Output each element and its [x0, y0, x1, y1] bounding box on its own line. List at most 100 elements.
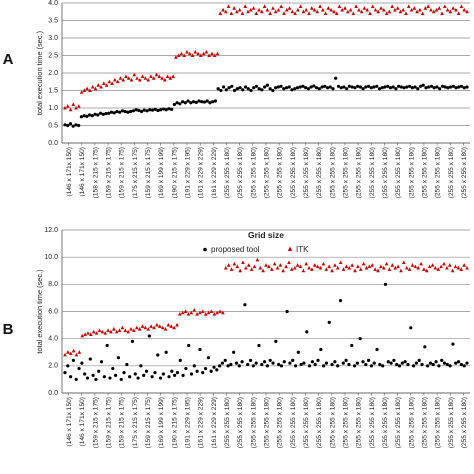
- data-point: [296, 350, 300, 354]
- data-point: [375, 347, 379, 352]
- data-point: [416, 265, 420, 270]
- chart-panel-B: B 0.0 2.0 4.0 6.0 8.0 10.0 12.0 total execution …: [3, 227, 470, 448]
- data-point: [139, 109, 144, 114]
- x-tick-label: (255 x 255 x 180): [382, 147, 389, 198]
- data-point: [344, 358, 348, 362]
- data-point: [185, 49, 189, 54]
- data-point: [330, 268, 334, 273]
- data-point: [420, 362, 424, 367]
- data-point: [203, 312, 208, 316]
- data-point: [279, 4, 284, 8]
- data-point: [448, 85, 453, 89]
- data-point: [265, 7, 270, 12]
- data-point: [258, 265, 263, 270]
- data-point: [126, 76, 131, 80]
- data-point: [97, 369, 101, 373]
- data-point: [445, 265, 449, 270]
- data-point: [465, 361, 469, 365]
- data-point: [172, 325, 176, 330]
- data-point: [362, 6, 367, 10]
- data-point: [71, 358, 76, 362]
- data-point: [454, 7, 458, 12]
- data-point: [423, 345, 427, 349]
- data-point: [171, 74, 175, 78]
- data-point: [260, 88, 264, 92]
- data-point: [83, 332, 87, 337]
- data-point: [429, 84, 434, 88]
- y-tick-label: 2.5: [48, 52, 58, 59]
- data-point: [157, 324, 162, 328]
- data-point: [350, 343, 354, 348]
- data-point: [176, 53, 181, 57]
- data-point: [419, 261, 423, 266]
- data-point: [361, 360, 365, 364]
- data-point: [104, 112, 108, 116]
- x-tick-label: (255 x 255 x 180): [290, 147, 297, 198]
- data-point: [223, 358, 227, 362]
- data-point: [397, 364, 402, 368]
- data-point: [342, 85, 346, 89]
- data-point: [265, 83, 269, 87]
- data-point: [456, 265, 461, 270]
- data-point: [252, 86, 256, 90]
- data-point: [384, 261, 389, 266]
- data-point: [149, 74, 153, 78]
- data-point: [224, 9, 228, 14]
- data-point: [273, 9, 278, 14]
- data-point: [377, 87, 382, 91]
- data-point: [338, 260, 343, 265]
- data-point: [204, 49, 209, 54]
- data-point: [126, 110, 130, 114]
- data-point: [74, 352, 79, 357]
- data-point: [209, 309, 214, 313]
- data-point: [284, 264, 288, 269]
- data-point: [219, 88, 223, 93]
- data-point: [395, 362, 399, 367]
- data-point: [167, 375, 171, 379]
- x-tick-label: (255 x 255 x 180): [250, 397, 257, 448]
- data-point: [241, 88, 245, 92]
- data-point: [278, 263, 283, 267]
- data-point: [251, 6, 256, 10]
- data-point: [368, 11, 372, 15]
- data-point: [326, 6, 331, 10]
- data-point: [153, 371, 157, 375]
- data-point: [106, 328, 110, 332]
- data-point: [193, 49, 198, 54]
- data-point: [407, 84, 412, 88]
- series-proposed-tool: [63, 76, 469, 128]
- x-tick-label: (255 x 255 x 180): [395, 147, 402, 198]
- data-point: [457, 85, 461, 89]
- data-point: [265, 364, 270, 368]
- data-point: [105, 343, 109, 348]
- x-tick-label: (255 x 255 x 180): [448, 397, 455, 448]
- data-point: [344, 264, 349, 269]
- data-point: [82, 114, 86, 118]
- data-point: [465, 85, 469, 89]
- data-point: [83, 372, 87, 376]
- data-point: [353, 86, 357, 90]
- data-point: [210, 51, 214, 56]
- data-point: [314, 86, 319, 90]
- data-point: [142, 373, 146, 377]
- x-tick-label: (255 x 255 x 180): [342, 397, 349, 448]
- x-tick-label: (190 x 215 x 175): [171, 397, 178, 448]
- data-point: [139, 364, 143, 368]
- data-point: [376, 9, 381, 14]
- data-point: [299, 362, 303, 367]
- data-point: [241, 260, 245, 265]
- data-point: [157, 74, 162, 78]
- data-point: [427, 85, 431, 89]
- data-point: [150, 375, 154, 379]
- data-point: [378, 362, 382, 367]
- data-point: [370, 4, 375, 8]
- data-point: [435, 85, 439, 89]
- data-point: [358, 85, 362, 89]
- data-point: [134, 325, 139, 330]
- data-point: [382, 7, 386, 12]
- data-point: [183, 309, 188, 313]
- data-point: [137, 108, 141, 113]
- data-point: [155, 322, 159, 327]
- data-point: [74, 377, 78, 382]
- data-point: [226, 364, 230, 368]
